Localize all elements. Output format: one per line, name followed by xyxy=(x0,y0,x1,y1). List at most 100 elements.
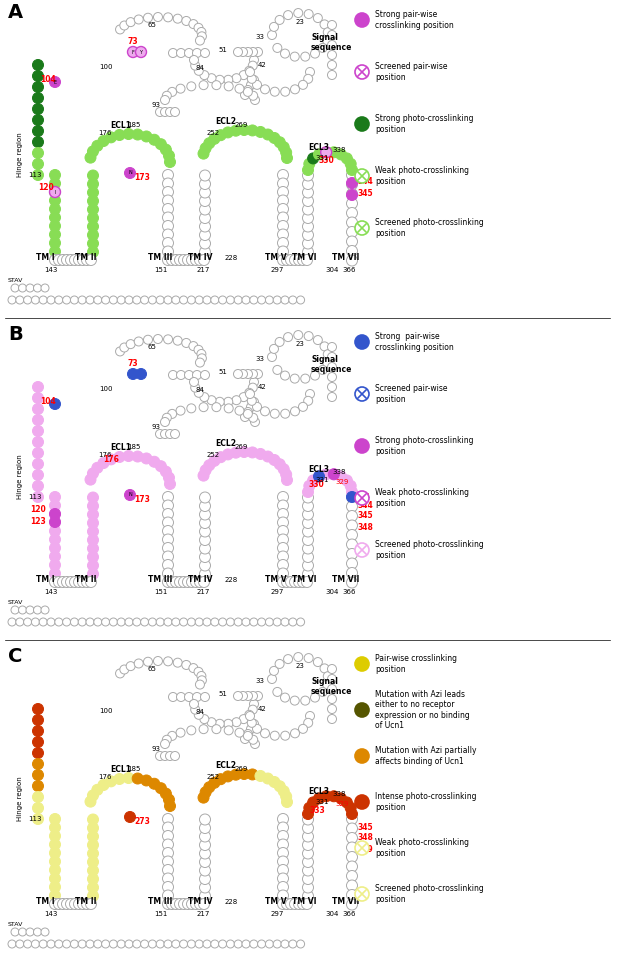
Circle shape xyxy=(70,296,78,304)
Circle shape xyxy=(286,576,297,588)
Circle shape xyxy=(199,80,208,90)
Text: TM I: TM I xyxy=(36,253,55,262)
Circle shape xyxy=(199,517,210,529)
Circle shape xyxy=(299,80,307,89)
Circle shape xyxy=(252,402,262,411)
Text: 104: 104 xyxy=(40,396,56,405)
Circle shape xyxy=(347,189,357,199)
Circle shape xyxy=(164,618,172,626)
Circle shape xyxy=(304,481,315,491)
Circle shape xyxy=(246,68,254,76)
Text: 269: 269 xyxy=(235,444,249,450)
Circle shape xyxy=(188,618,196,626)
Circle shape xyxy=(173,659,182,667)
Circle shape xyxy=(211,296,219,304)
Circle shape xyxy=(8,296,16,304)
Circle shape xyxy=(328,705,336,714)
Circle shape xyxy=(86,254,96,266)
Circle shape xyxy=(199,865,210,876)
Circle shape xyxy=(78,296,86,304)
Circle shape xyxy=(164,657,173,666)
Circle shape xyxy=(249,369,257,378)
Text: TM III: TM III xyxy=(148,897,172,906)
Circle shape xyxy=(49,491,60,503)
Circle shape xyxy=(215,397,224,406)
Circle shape xyxy=(98,135,109,147)
Circle shape xyxy=(88,865,99,876)
Circle shape xyxy=(355,387,369,401)
Circle shape xyxy=(62,618,70,626)
Text: TM IV: TM IV xyxy=(188,253,212,262)
Text: 65: 65 xyxy=(148,344,157,350)
Circle shape xyxy=(88,146,99,157)
Circle shape xyxy=(162,169,173,181)
Circle shape xyxy=(308,153,318,164)
Circle shape xyxy=(239,71,248,79)
Text: 65: 65 xyxy=(148,666,157,672)
Circle shape xyxy=(281,731,290,740)
Circle shape xyxy=(88,221,99,232)
Text: F: F xyxy=(131,49,135,54)
Circle shape xyxy=(88,247,99,257)
Circle shape xyxy=(19,928,27,936)
Circle shape xyxy=(188,940,196,948)
Circle shape xyxy=(321,469,332,480)
Circle shape xyxy=(302,898,312,910)
Circle shape xyxy=(224,719,233,728)
Text: TM IV: TM IV xyxy=(188,897,212,906)
Circle shape xyxy=(165,751,175,760)
Circle shape xyxy=(162,847,173,859)
Circle shape xyxy=(304,654,313,662)
Circle shape xyxy=(162,509,173,519)
Circle shape xyxy=(278,542,289,553)
Circle shape xyxy=(270,344,278,353)
Circle shape xyxy=(88,823,99,834)
Circle shape xyxy=(164,150,175,161)
Circle shape xyxy=(244,729,252,739)
Text: 100: 100 xyxy=(99,64,112,70)
Circle shape xyxy=(284,333,292,341)
Text: 176: 176 xyxy=(98,130,112,136)
Circle shape xyxy=(194,711,203,719)
Text: 330: 330 xyxy=(318,156,334,164)
Circle shape xyxy=(33,725,44,737)
Circle shape xyxy=(62,576,73,588)
Circle shape xyxy=(242,940,250,948)
Text: 217: 217 xyxy=(197,267,210,273)
Circle shape xyxy=(290,696,299,705)
Circle shape xyxy=(204,781,215,793)
Text: 338: 338 xyxy=(332,791,346,797)
Circle shape xyxy=(328,469,339,480)
Circle shape xyxy=(49,813,60,825)
Circle shape xyxy=(176,48,186,57)
Circle shape xyxy=(164,472,175,484)
Circle shape xyxy=(162,203,173,215)
Circle shape xyxy=(194,667,203,676)
Circle shape xyxy=(289,898,300,910)
Circle shape xyxy=(175,898,186,910)
Circle shape xyxy=(120,665,129,674)
Circle shape xyxy=(33,928,41,936)
Circle shape xyxy=(57,576,68,588)
Circle shape xyxy=(305,68,315,76)
Circle shape xyxy=(278,560,289,571)
Circle shape xyxy=(218,296,226,304)
Circle shape xyxy=(86,618,94,626)
Circle shape xyxy=(88,501,99,512)
Circle shape xyxy=(297,296,305,304)
Circle shape xyxy=(274,780,285,792)
Circle shape xyxy=(65,254,77,266)
Text: TM V: TM V xyxy=(265,253,287,262)
Circle shape xyxy=(62,254,73,266)
Circle shape xyxy=(244,369,252,378)
Circle shape xyxy=(286,898,297,910)
Text: Strong photo-crosslinking
position: Strong photo-crosslinking position xyxy=(375,436,473,455)
Circle shape xyxy=(199,823,210,834)
Text: B: B xyxy=(8,325,23,343)
Circle shape xyxy=(347,530,357,541)
Circle shape xyxy=(254,691,262,700)
Circle shape xyxy=(86,898,96,910)
Circle shape xyxy=(189,663,198,673)
Text: 93: 93 xyxy=(152,424,161,430)
Circle shape xyxy=(302,865,313,876)
